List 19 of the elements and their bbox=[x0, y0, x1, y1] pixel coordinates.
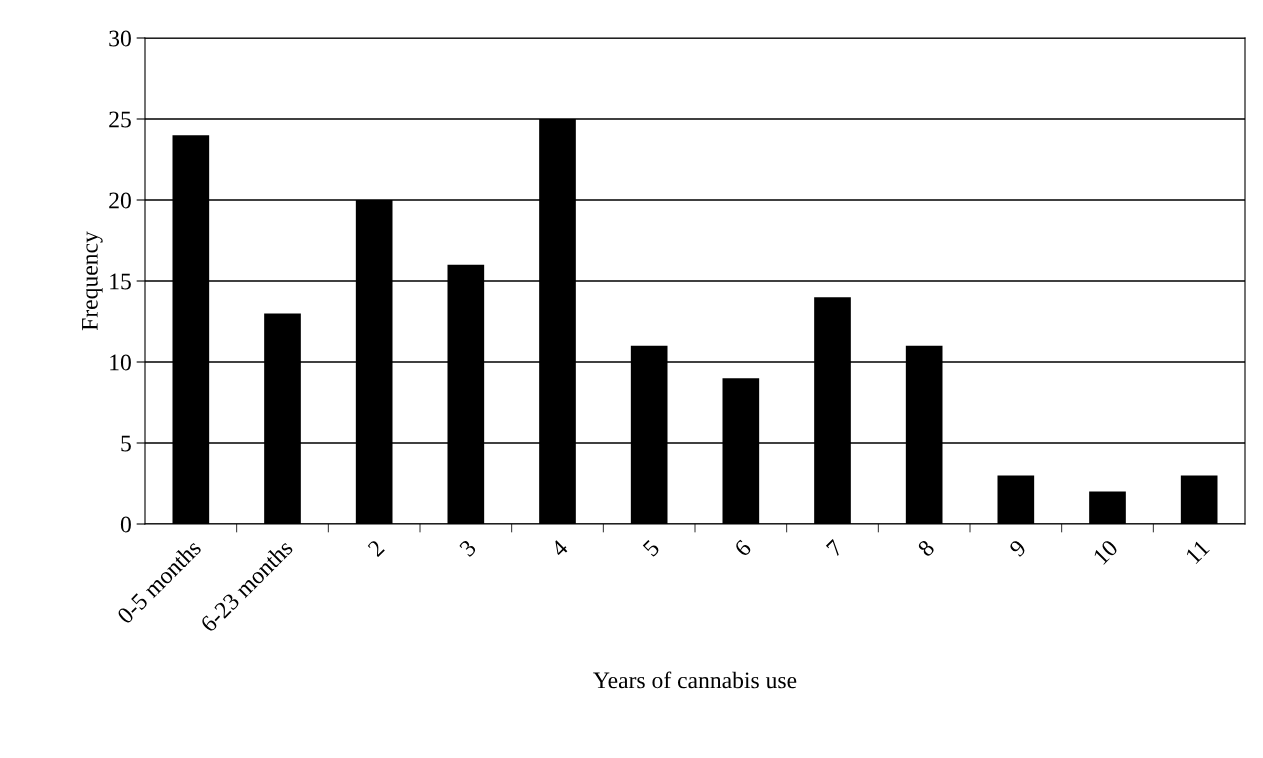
x-tick-label: 5 bbox=[642, 539, 661, 558]
x-tick-label: 4 bbox=[550, 538, 569, 558]
x-tick-label: 8 bbox=[916, 539, 936, 558]
x-tick-label: 7 bbox=[825, 539, 844, 557]
y-tick-label: 15 bbox=[110, 273, 131, 290]
x-tick-label: 10 bbox=[1092, 539, 1119, 565]
y-tick-label: 20 bbox=[109, 192, 131, 209]
x-axis-title: Years of cannabis use bbox=[593, 671, 797, 689]
y-tick-label: 30 bbox=[109, 30, 131, 47]
x-tick-label: 9 bbox=[1008, 539, 1027, 558]
y-tick-label: 25 bbox=[109, 111, 131, 128]
y-tick-label: 0 bbox=[120, 516, 131, 533]
x-tick-label: 2 bbox=[367, 539, 385, 558]
y-axis-title: Frequency bbox=[82, 231, 103, 331]
x-tick-label: 3 bbox=[458, 539, 477, 558]
x-tick-label: 11 bbox=[1185, 539, 1210, 565]
y-tick-label: 5 bbox=[121, 435, 131, 452]
y-tick-label: 10 bbox=[110, 354, 131, 371]
x-tick-label: 6 bbox=[733, 538, 753, 558]
